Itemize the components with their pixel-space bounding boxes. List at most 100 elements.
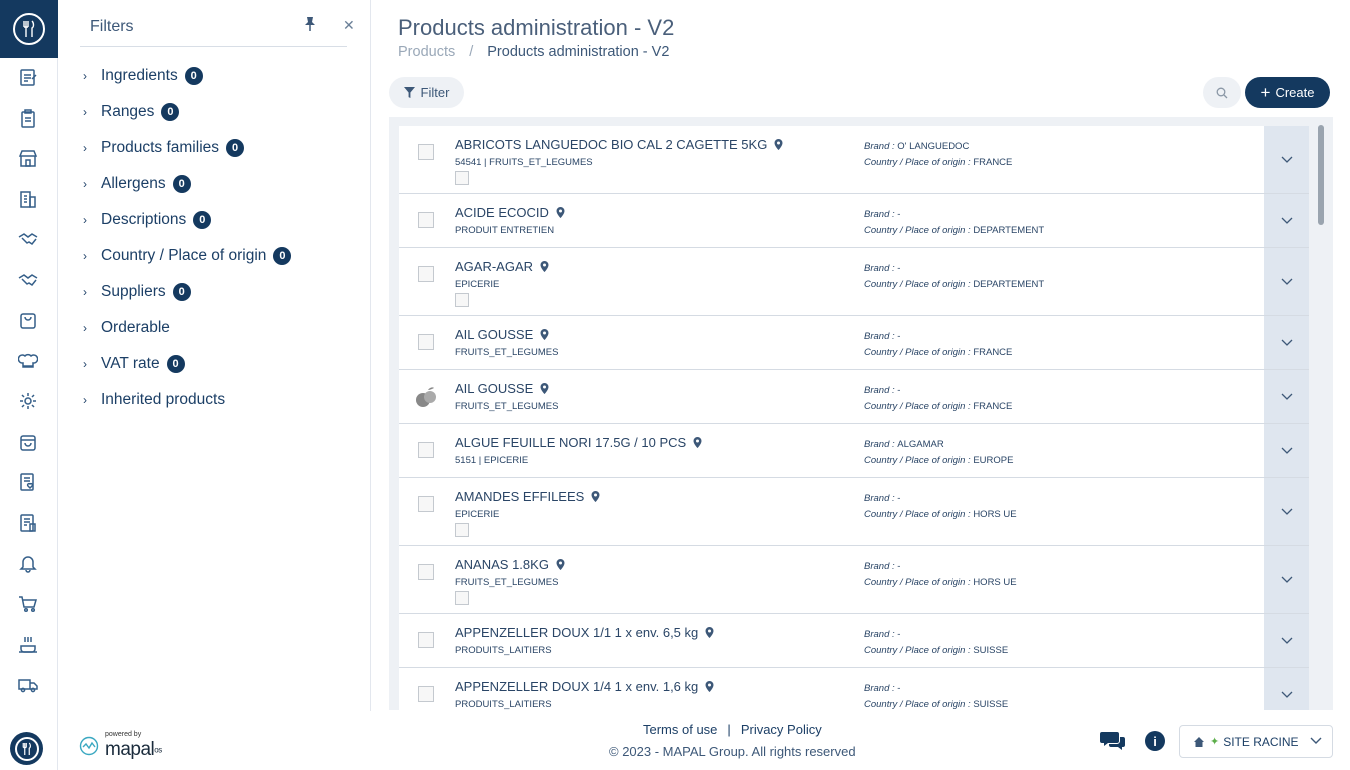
filter-item[interactable]: › Orderable (83, 317, 170, 339)
expand-row-button[interactable] (1264, 546, 1309, 613)
chevron-down-icon (1281, 576, 1292, 583)
expand-row-button[interactable] (1264, 316, 1309, 369)
chevron-up-icon[interactable] (15, 707, 41, 713)
location-pin-icon (591, 491, 600, 502)
clipboard-icon[interactable] (15, 105, 41, 131)
filter-item-label: Ranges (101, 103, 155, 120)
expand-row-button[interactable] (1264, 194, 1309, 247)
breadcrumb-separator: / (469, 44, 474, 60)
product-brand: Brand : - (864, 683, 900, 694)
product-brand: Brand : - (864, 331, 900, 342)
handshake-icon[interactable] (15, 226, 41, 252)
product-brand: Brand : O' LANGUEDOC (864, 141, 969, 152)
powered-by-text: powered by (105, 731, 142, 738)
filter-item[interactable]: › Suppliers 0 (83, 281, 191, 303)
product-code: PRODUITS_LAITIERS (455, 699, 552, 710)
product-row[interactable]: ALGUE FEUILLE NORI 17.5G / 10 PCS 5151 | … (399, 424, 1309, 478)
chevron-right-icon: › (83, 321, 87, 335)
delivery-truck-icon[interactable] (15, 672, 41, 698)
footer-link-separator: | (727, 722, 731, 737)
site-selector[interactable]: ✦ SITE RACINE (1179, 725, 1333, 758)
fork-knife-icon (13, 13, 45, 45)
expand-row-button[interactable] (1264, 248, 1309, 315)
filter-item[interactable]: › Allergens 0 (83, 173, 191, 195)
filter-count-badge: 0 (184, 67, 203, 85)
account-logo[interactable] (10, 732, 43, 765)
expand-row-button[interactable] (1264, 424, 1309, 477)
filter-item[interactable]: › Products families 0 (83, 137, 245, 159)
report-icon[interactable] (15, 510, 41, 536)
product-name-text: AGAR-AGAR (455, 259, 534, 274)
broken-image-icon (418, 564, 434, 580)
product-origin: Country / Place of origin : EUROPE (864, 455, 1013, 466)
expand-row-button[interactable] (1264, 614, 1309, 667)
expand-row-button[interactable] (1264, 370, 1309, 423)
filter-item[interactable]: › VAT rate 0 (83, 353, 185, 375)
product-name: AMANDES EFFILEES (455, 489, 600, 504)
origin-value: FRANCE (973, 401, 1013, 412)
store-icon[interactable] (15, 145, 41, 171)
health-doc-icon[interactable] (15, 469, 41, 495)
product-row[interactable]: APPENZELLER DOUX 1/4 1 x env. 1,6 kg PROD… (399, 668, 1309, 710)
shopping-bag-icon[interactable] (15, 307, 41, 333)
product-row[interactable]: APPENZELLER DOUX 1/1 1 x env. 6,5 kg PROD… (399, 614, 1309, 668)
filter-item[interactable]: › Inherited products (83, 389, 225, 411)
chevron-down-icon (1281, 156, 1292, 163)
product-name: AIL GOUSSE (455, 327, 549, 342)
bell-icon[interactable] (15, 550, 41, 576)
product-row[interactable]: ABRICOTS LANGUEDOC BIO CAL 2 CAGETTE 5KG… (399, 126, 1309, 194)
brand-value: O' LANGUEDOC (897, 141, 970, 152)
product-row[interactable]: AIL GOUSSE FRUITS_ET_LEGUMES Brand : - Coun… (399, 370, 1309, 424)
building-icon[interactable] (15, 186, 41, 212)
expand-row-button[interactable] (1264, 478, 1309, 545)
product-list[interactable]: ABRICOTS LANGUEDOC BIO CAL 2 CAGETTE 5KG… (389, 117, 1333, 710)
chat-icon[interactable] (1100, 730, 1126, 752)
chevron-down-icon (1281, 217, 1292, 224)
filter-item[interactable]: › Ranges 0 (83, 101, 180, 123)
location-pin-icon (540, 261, 549, 272)
expand-row-button[interactable] (1264, 668, 1309, 710)
list-scrollbar[interactable] (1318, 125, 1324, 225)
handshake-alt-icon[interactable] (15, 267, 41, 293)
edit-note-icon[interactable] (15, 64, 41, 90)
filter-item[interactable]: › Ingredients 0 (83, 65, 203, 87)
product-row[interactable]: ACIDE ECOCID PRODUIT ENTRETIEN Brand : - Co… (399, 194, 1309, 248)
brand-label: Brand : (864, 439, 898, 450)
close-icon[interactable]: ✕ (343, 17, 355, 33)
product-origin: Country / Place of origin : DEPARTEMENT (864, 279, 1044, 290)
location-pin-icon (540, 329, 549, 340)
product-origin: Country / Place of origin : FRANCE (864, 347, 1012, 358)
fork-knife-icon (14, 736, 39, 761)
filter-count-badge: 0 (166, 355, 185, 373)
terms-link[interactable]: Terms of use (643, 722, 718, 737)
filter-count-badge: 0 (273, 247, 292, 265)
product-code: EPICERIE (455, 279, 500, 290)
product-code: EPICERIE (455, 509, 500, 520)
origin-label: Country / Place of origin : (864, 225, 974, 236)
filter-item[interactable]: › Country / Place of origin 0 (83, 245, 292, 267)
filter-item[interactable]: › Descriptions 0 (83, 209, 212, 231)
info-icon[interactable]: i (1145, 731, 1165, 751)
bag-icon[interactable] (15, 429, 41, 455)
brand-label: Brand : (864, 263, 898, 274)
product-row[interactable]: AIL GOUSSE FRUITS_ET_LEGUMES Brand : - Coun… (399, 316, 1309, 370)
app-logo[interactable] (0, 0, 58, 58)
breadcrumb-products-link[interactable]: Products (398, 44, 456, 60)
product-row[interactable]: AMANDES EFFILEES EPICERIE Brand : - Country… (399, 478, 1309, 546)
origin-value: FRANCE (973, 157, 1013, 168)
brand-value: - (897, 493, 901, 504)
privacy-link[interactable]: Privacy Policy (740, 722, 822, 737)
product-row[interactable]: AGAR-AGAR EPICERIE Brand : - Country / Plac… (399, 248, 1309, 316)
product-row[interactable]: ANANAS 1.8KG FRUITS_ET_LEGUMES Brand : - Co… (399, 546, 1309, 614)
cooking-icon[interactable] (15, 631, 41, 657)
search-button[interactable] (1203, 77, 1241, 108)
gear-icon[interactable] (15, 388, 41, 414)
chef-hat-icon[interactable] (15, 348, 41, 374)
create-button[interactable]: + Create (1245, 77, 1330, 108)
filter-item-label: VAT rate (101, 355, 160, 372)
cart-icon[interactable] (15, 591, 41, 617)
filter-button[interactable]: Filter (389, 77, 464, 108)
filter-count-badge: 0 (172, 283, 191, 301)
pin-icon[interactable] (302, 16, 318, 32)
expand-row-button[interactable] (1264, 126, 1309, 193)
